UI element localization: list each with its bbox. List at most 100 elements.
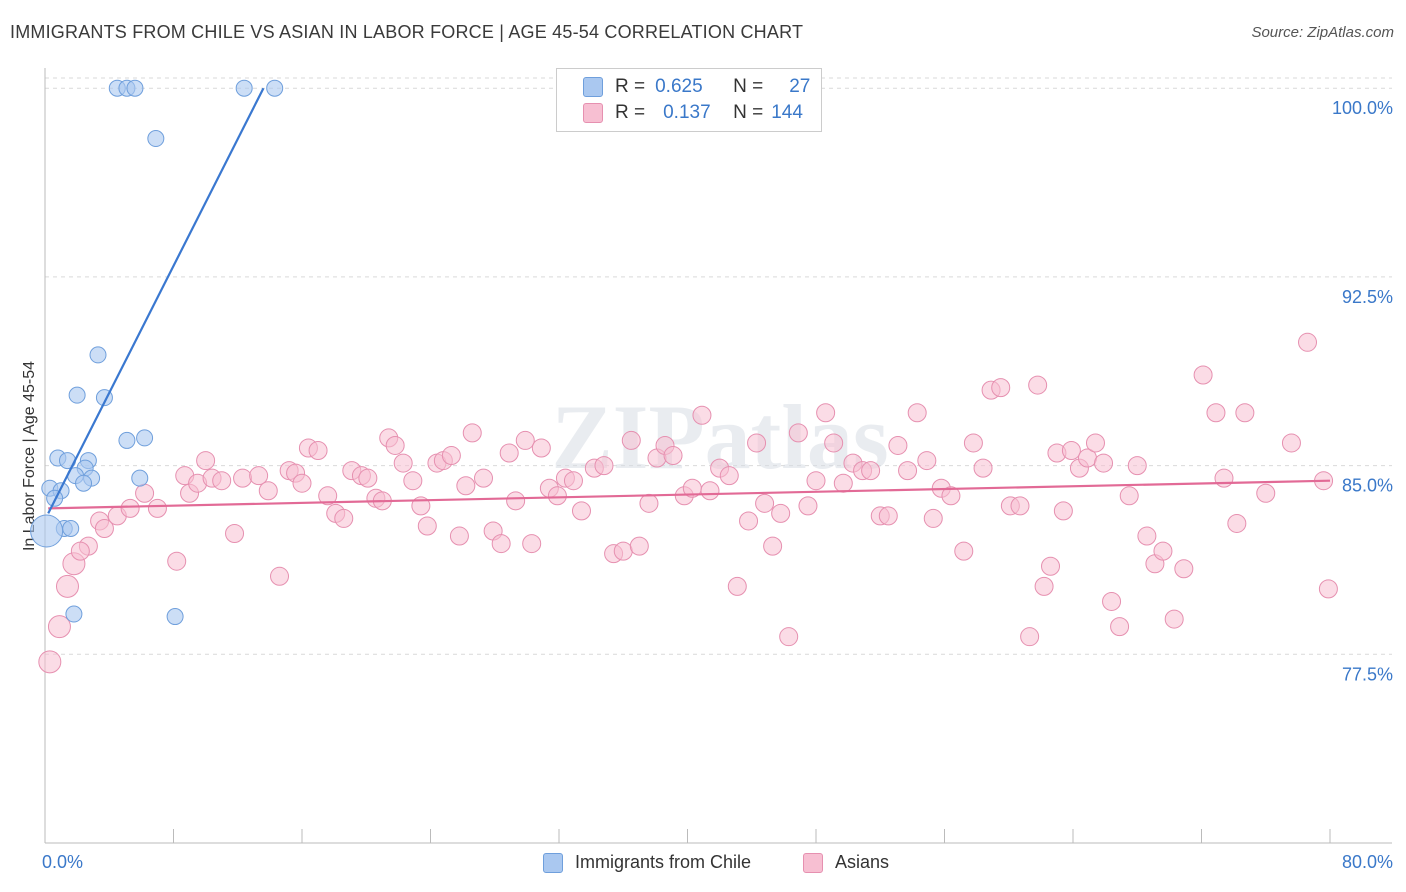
asian-point: [47, 615, 71, 639]
legend-row-chile: R = 0.625 N = 27: [583, 75, 810, 99]
asian-point: [358, 468, 378, 488]
asian-point: [1137, 526, 1157, 546]
asian-point: [727, 576, 747, 596]
asian-point: [771, 503, 791, 523]
chile-point: [30, 514, 64, 548]
asian-point: [1193, 365, 1213, 385]
asian-point: [816, 403, 836, 423]
y-tick-label: 100.0%: [1332, 98, 1393, 118]
asian-point: [1020, 627, 1040, 647]
asian-point: [249, 466, 269, 486]
asian-point: [385, 435, 405, 455]
asian-point: [629, 536, 649, 556]
source-label: Source: ZipAtlas.com: [1251, 24, 1394, 41]
y-tick-labels: 77.5% 85.0% 92.5% 100.0%: [1332, 98, 1393, 684]
asian-point: [462, 423, 482, 443]
asian-point: [954, 541, 974, 561]
legend-item-asian: Asians: [803, 852, 889, 873]
chile-point: [126, 79, 144, 97]
chile-point: [136, 429, 154, 447]
asian-point: [613, 541, 633, 561]
asian-point: [522, 534, 542, 554]
asian-point: [292, 473, 312, 493]
asian-point: [38, 650, 62, 674]
chile-point: [89, 346, 107, 364]
asian-trend-line: [48, 479, 1331, 510]
legend-r-label: R =: [615, 102, 646, 123]
y-tick-label: 92.5%: [1342, 287, 1393, 307]
asian-point: [318, 486, 338, 506]
asian-point: [1119, 486, 1139, 506]
asian-point: [923, 508, 943, 528]
legend-n-label: N =: [733, 76, 764, 97]
asian-point: [499, 443, 519, 463]
axes: [44, 68, 1392, 844]
chile-points: [30, 79, 284, 626]
legend-r-label: R =: [615, 76, 646, 97]
legend-n-label: N =: [733, 102, 764, 123]
legend-r-value: 0.625: [655, 76, 703, 97]
chile-trend-line: [47, 87, 265, 514]
asian-point: [571, 501, 591, 521]
legend-r-value: 0.137: [663, 102, 711, 123]
asian-point: [763, 536, 783, 556]
chile-point: [62, 519, 80, 537]
chile-point: [68, 386, 86, 404]
asian-point: [963, 433, 983, 453]
asian-point: [120, 498, 140, 518]
asian-point: [663, 446, 683, 466]
asian-point: [1085, 433, 1105, 453]
asian-point: [878, 506, 898, 526]
asian-point: [1094, 453, 1114, 473]
asian-point: [1318, 579, 1338, 599]
asian-point: [1174, 559, 1194, 579]
asian-point: [547, 486, 567, 506]
asian-point: [449, 526, 469, 546]
asian-point: [147, 498, 167, 518]
y-tick-label: 77.5%: [1342, 664, 1393, 684]
legend-swatch-chile: [543, 852, 563, 873]
legend-item-chile: Immigrants from Chile: [543, 852, 751, 873]
y-tick-label: 85.0%: [1342, 476, 1393, 496]
asian-point: [94, 518, 114, 538]
chile-point: [131, 469, 149, 487]
x-tick-label-max: 80.0%: [1341, 852, 1393, 872]
asian-point: [1298, 332, 1318, 352]
asian-point: [417, 516, 437, 536]
chile-point: [75, 474, 93, 492]
asian-point: [474, 468, 494, 488]
chart-title: IMMIGRANTS FROM CHILE VS ASIAN IN LABOR …: [10, 22, 804, 42]
series-legend: Immigrants from Chile Asians: [0, 852, 1406, 878]
asian-point: [212, 471, 232, 491]
asian-point: [788, 423, 808, 443]
asian-point: [747, 433, 767, 453]
asian-point: [1041, 556, 1061, 576]
asian-points: [38, 332, 1338, 674]
legend-n-value: 27: [789, 76, 811, 97]
asian-point: [531, 438, 551, 458]
asian-point: [1281, 433, 1301, 453]
legend-row-asian: R = 0.137 N = 144: [583, 101, 803, 125]
legend-n-value: 144: [771, 102, 803, 123]
asian-point: [456, 476, 476, 496]
chile-point: [266, 79, 284, 97]
asian-point: [779, 627, 799, 647]
asian-point: [907, 403, 927, 423]
asian-point: [225, 524, 245, 544]
asian-point: [1053, 501, 1073, 521]
asian-point: [506, 491, 526, 511]
asian-point: [515, 430, 535, 450]
legend-swatch-asian: [803, 852, 823, 873]
asian-point: [196, 451, 216, 471]
asian-point: [917, 451, 937, 471]
asian-point: [833, 473, 853, 493]
asian-point: [719, 466, 739, 486]
asian-point: [258, 481, 278, 501]
asian-point: [755, 493, 775, 513]
legend-swatch-asian: [583, 103, 603, 123]
asian-point: [563, 471, 583, 491]
asian-point: [1061, 441, 1081, 460]
chile-point: [65, 605, 83, 623]
chile-point: [166, 608, 184, 626]
